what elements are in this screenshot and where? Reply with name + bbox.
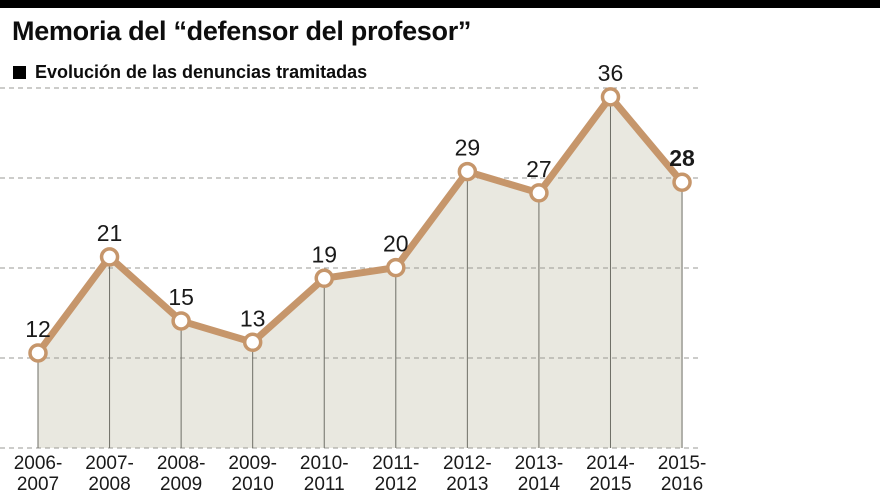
value-label: 15: [168, 284, 194, 310]
value-label: 13: [240, 305, 266, 331]
x-axis-label: 2014-2015: [586, 453, 635, 495]
data-line: [34, 93, 686, 357]
data-point-marker: [600, 87, 621, 107]
x-axis-label: 2009-2010: [228, 453, 277, 495]
data-point-marker: [28, 343, 48, 363]
area-fill: [38, 96, 683, 448]
value-label: 19: [311, 241, 337, 267]
chart-subtitle: Evolución de las denuncias tramitadas: [35, 62, 368, 82]
value-label: 28: [669, 145, 695, 171]
chart-title: Memoria del “defensor del profesor”: [12, 16, 472, 46]
bullet-square-icon: [13, 66, 26, 79]
x-axis-label: 2007-2008: [85, 453, 134, 495]
data-point-marker: [99, 247, 120, 267]
value-label: 12: [25, 316, 51, 342]
x-axis-label: 2008-2009: [157, 453, 206, 495]
value-label: 36: [598, 60, 624, 86]
data-point-marker: [457, 161, 478, 182]
top-rule: [0, 0, 880, 8]
data-point-marker: [314, 268, 334, 289]
value-label: 20: [383, 231, 409, 257]
value-label: 21: [97, 220, 123, 246]
x-axis-label: 2015-2016: [658, 453, 707, 495]
chart-subtitle-row: Evolución de las denuncias tramitadas: [13, 62, 367, 83]
x-axis-label: 2011-2012: [372, 453, 419, 495]
value-label: 27: [526, 156, 552, 182]
data-point-marker: [672, 172, 692, 192]
data-point-marker: [386, 257, 406, 278]
data-point-marker: [529, 183, 549, 203]
value-label: 29: [455, 135, 481, 161]
x-axis-label: 2013-2014: [515, 453, 564, 495]
data-point-marker: [242, 332, 263, 353]
x-axis-label: 2012-2013: [443, 453, 492, 495]
data-point-marker: [171, 311, 191, 331]
x-axis-label: 2006-2007: [14, 453, 63, 495]
x-axis-label: 2010-2011: [300, 453, 349, 495]
